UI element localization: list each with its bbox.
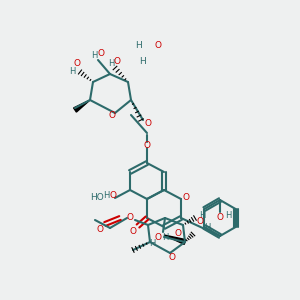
Text: O: O — [113, 58, 121, 67]
Text: O: O — [98, 50, 104, 58]
Text: H: H — [103, 190, 109, 200]
Text: H: H — [69, 68, 75, 76]
Text: O: O — [145, 118, 152, 127]
Text: H: H — [149, 239, 155, 248]
Text: H: H — [199, 211, 205, 220]
Text: O: O — [74, 59, 80, 68]
Text: O: O — [182, 193, 190, 202]
Text: H: H — [225, 212, 231, 220]
Text: H: H — [91, 50, 97, 59]
Text: H: H — [108, 58, 114, 68]
Polygon shape — [164, 235, 186, 244]
Text: O: O — [143, 140, 151, 149]
Text: O: O — [130, 227, 136, 236]
Text: O: O — [154, 41, 161, 50]
Text: H: H — [140, 58, 146, 67]
Text: H: H — [204, 224, 210, 232]
Text: O: O — [109, 112, 116, 121]
Text: O: O — [196, 218, 203, 226]
Polygon shape — [74, 100, 90, 112]
Text: H: H — [162, 233, 168, 242]
Text: O: O — [110, 191, 116, 200]
Text: O: O — [127, 214, 134, 223]
Text: O: O — [175, 230, 182, 238]
Text: O: O — [97, 226, 104, 235]
Text: O: O — [217, 214, 224, 223]
Text: O: O — [154, 233, 161, 242]
Text: HO: HO — [90, 194, 104, 202]
Text: H: H — [136, 41, 142, 50]
Text: O: O — [169, 253, 176, 262]
